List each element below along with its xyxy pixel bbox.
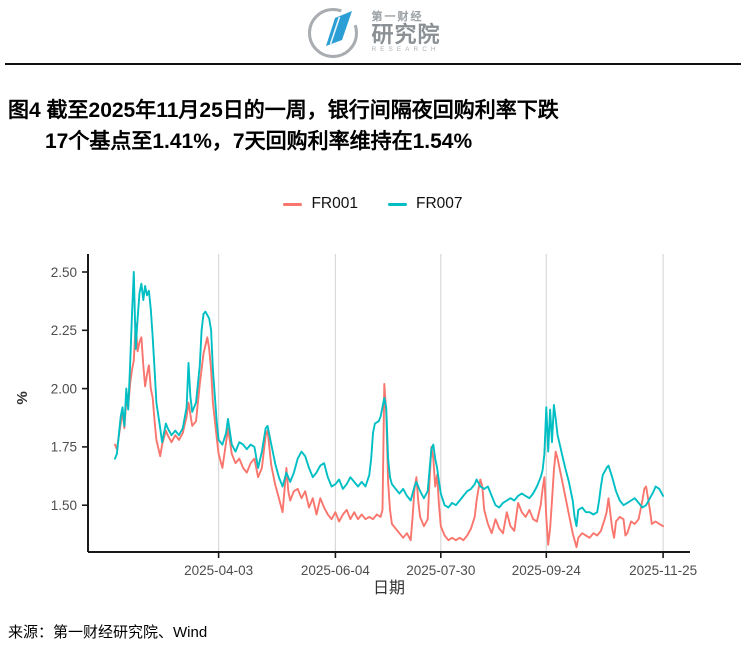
y-tick-label: 2.00: [51, 381, 77, 396]
figure-title: 图4 截至2025年11月25日的一周，银行间隔夜回购利率下跌 17个基点至1.…: [8, 95, 728, 157]
legend-label: FR007: [416, 195, 463, 212]
legend-label: FR001: [311, 195, 358, 212]
legend-swatch-fr007: [388, 202, 407, 206]
y-tick-label: 1.50: [51, 498, 77, 513]
brand-top-label: 第一财经: [371, 10, 424, 23]
series-line-fr007: [114, 271, 665, 528]
x-tick-label: 2025-11-25: [629, 563, 697, 578]
chart-svg: 1.50 1.75 2.00 2.25 2.50 2025-04-03 2025-06-04…: [14, 254, 697, 597]
report-header: 第一财经 研究院 RESEARCH: [0, 5, 746, 60]
brand-sub-label: RESEARCH: [371, 46, 440, 54]
source-note: 来源：第一财经研究院、Wind: [8, 624, 208, 641]
x-tick-label: 2025-09-24: [512, 563, 582, 578]
series-line-fr001: [114, 322, 665, 549]
y-tick-label: 2.50: [51, 265, 77, 280]
figure-title-line1: 图4 截至2025年11月25日的一周，银行间隔夜回购利率下跌: [8, 99, 559, 122]
brand-main-label: 研究院: [371, 22, 441, 48]
y-axis-title: %: [14, 391, 31, 404]
figure-title-line2: 17个基点至1.41%，7天回购利率维持在1.54%: [45, 130, 473, 153]
x-tick-label: 2025-07-30: [406, 563, 475, 578]
y-tick-label: 1.75: [51, 440, 77, 455]
x-tick-label: 2025-04-03: [184, 563, 253, 578]
x-tick-label: 2025-06-04: [301, 563, 371, 578]
brand-text: 第一财经 研究院 RESEARCH: [371, 10, 441, 54]
chart-legend: FR001 FR007: [0, 193, 746, 215]
legend-item-fr007: FR007: [388, 195, 463, 213]
legend-swatch-fr001: [283, 202, 303, 206]
chart-area: 1.50 1.75 2.00 2.25 2.50 2025-04-03 2025-06-04…: [0, 240, 746, 620]
x-axis-title: 日期: [373, 579, 405, 597]
legend-item-fr001: FR001: [283, 195, 358, 213]
header-divider: [5, 63, 741, 65]
y-tick-label: 2.25: [51, 323, 77, 338]
yicai-logo-icon: [308, 5, 362, 58]
